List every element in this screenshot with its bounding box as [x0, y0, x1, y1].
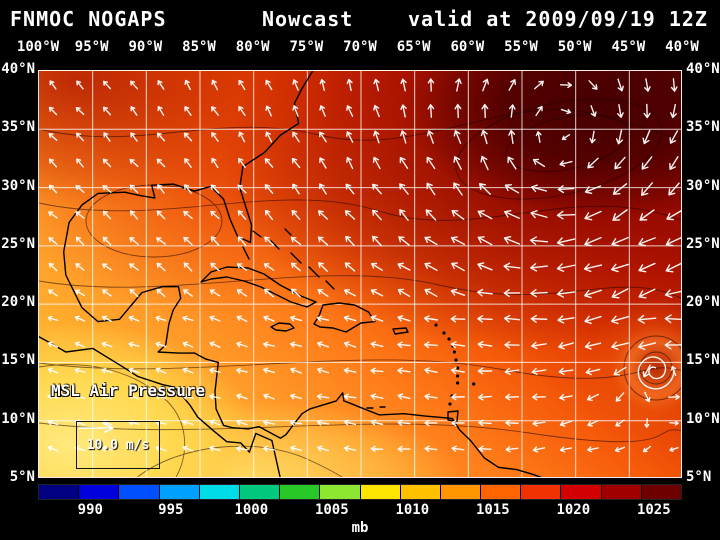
- colorbar-tick: 1000: [234, 502, 269, 518]
- lesser-antilles-islands: [434, 323, 476, 406]
- colorbar-tick: 1015: [475, 502, 510, 518]
- lat-label: 15°N: [686, 352, 720, 369]
- lon-label: 50°W: [557, 39, 592, 55]
- colorbar-block: [159, 485, 199, 499]
- colorbar-block: [360, 485, 400, 499]
- lon-label: 60°W: [450, 39, 485, 55]
- isobar-contours: [39, 98, 681, 477]
- graticule-grid: [39, 71, 681, 477]
- lat-label: 30°N: [1, 177, 35, 194]
- wind-arrows-layer: [48, 78, 682, 453]
- map-canvas: [39, 71, 682, 477]
- model-name: FNMOC NOGAPS: [10, 7, 167, 31]
- lat-label: 40°N: [686, 61, 720, 77]
- lon-label: 40°W: [665, 39, 699, 55]
- colorbar-block: [561, 485, 601, 499]
- lat-label: 10°N: [686, 410, 720, 427]
- lat-label: 5°N: [9, 469, 35, 485]
- lon-label: 45°W: [611, 39, 646, 55]
- colorbar: [38, 484, 682, 500]
- colorbar-block: [400, 485, 440, 499]
- lat-label: 25°N: [1, 235, 35, 252]
- lon-label: 85°W: [182, 39, 216, 55]
- colorbar-tick: 995: [158, 502, 184, 518]
- lat-label: 35°N: [686, 119, 720, 136]
- lon-label: 65°W: [396, 39, 431, 55]
- colorbar-block: [79, 485, 119, 499]
- colorbar-tick: 1010: [395, 502, 430, 518]
- colorbar-block: [39, 485, 79, 499]
- colorbar-block: [239, 485, 280, 499]
- colorbar-block: [481, 485, 521, 499]
- colorbar-tick: 990: [77, 502, 103, 518]
- lat-label: 20°N: [1, 294, 35, 311]
- lon-label: 95°W: [74, 39, 109, 55]
- lat-label: 10°N: [1, 410, 35, 427]
- wind-legend-box: 10.0 m/s: [76, 421, 160, 469]
- lon-label: 75°W: [289, 39, 324, 55]
- colorbar-tick: 1020: [556, 502, 591, 518]
- colorbar-unit: mb: [351, 520, 369, 536]
- cyclone-spiral: [637, 356, 675, 390]
- colorbar-tick: 1005: [314, 502, 349, 518]
- product-type: Nowcast: [262, 7, 354, 31]
- colorbar-block: [320, 485, 360, 499]
- colorbar-block: [601, 485, 641, 499]
- pressure-map: MSL Air Pressure 10.0 m/s: [38, 70, 682, 478]
- wind-reference-arrow-icon: [78, 423, 114, 433]
- valid-time: valid at 2009/09/19 12Z: [408, 7, 708, 31]
- colorbar-block: [199, 485, 239, 499]
- colorbar-block: [119, 485, 159, 499]
- lon-label: 70°W: [343, 39, 377, 55]
- lon-label: 100°W: [16, 39, 60, 55]
- colorbar-block: [641, 485, 681, 499]
- lon-label: 80°W: [235, 39, 270, 55]
- lon-label: 90°W: [128, 39, 163, 55]
- colorbar-block: [521, 485, 561, 499]
- lat-label: 30°N: [686, 177, 720, 194]
- lon-label: 55°W: [504, 39, 538, 55]
- field-label: MSL Air Pressure: [51, 381, 206, 400]
- coastlines: [39, 71, 543, 477]
- wind-legend-label: 10.0 m/s: [86, 437, 150, 453]
- colorbar-block: [280, 485, 320, 499]
- lat-label: 40°N: [1, 61, 35, 77]
- colorbar-block: [440, 485, 481, 499]
- lat-label: 35°N: [1, 119, 35, 136]
- lat-label: 25°N: [686, 235, 720, 252]
- lat-label: 15°N: [1, 352, 35, 369]
- lat-label: 20°N: [686, 294, 720, 311]
- lat-label: 5°N: [686, 469, 712, 485]
- colorbar-tick: 1025: [636, 502, 671, 518]
